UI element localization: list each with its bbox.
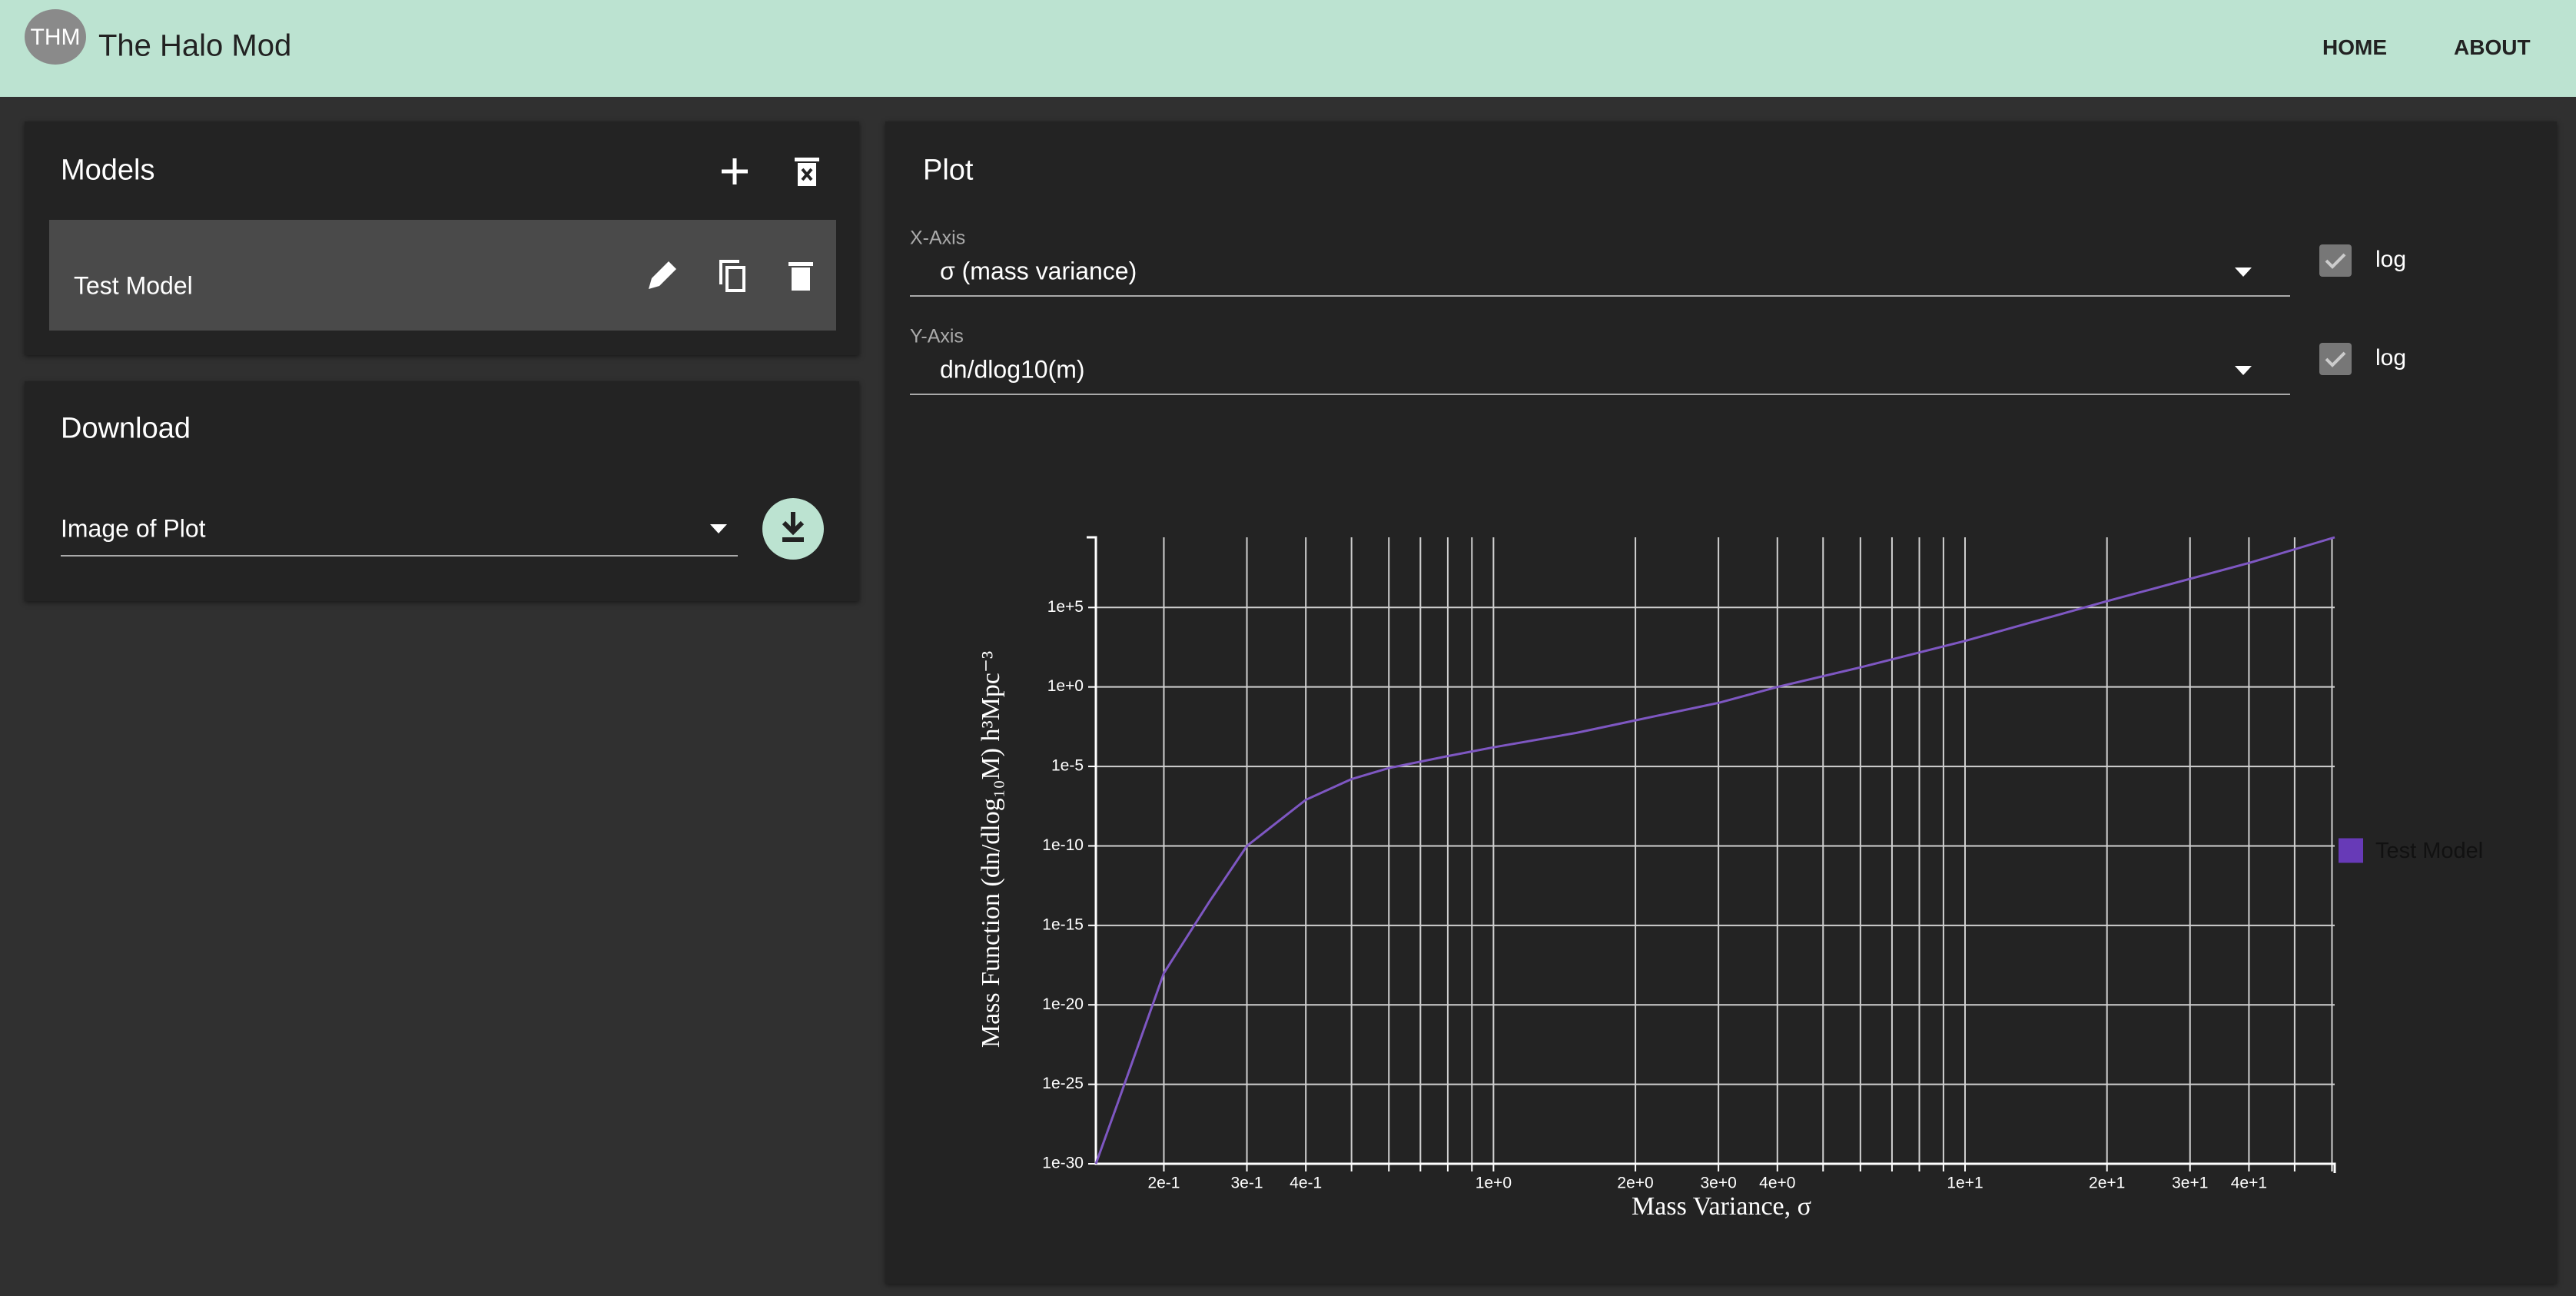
model-name: Test Model	[74, 271, 193, 300]
x-log-checkbox[interactable]	[2319, 244, 2352, 277]
y-tick-label: 1e-20	[1042, 995, 1084, 1013]
y-axis-label: Mass Function (dn/dlog₁₀M) h³Mpc⁻³	[977, 651, 1005, 1048]
y-tick-label: 1e-25	[1042, 1075, 1084, 1092]
x-tick-label: 2e+0	[1617, 1175, 1653, 1192]
x-tick-label: 1e+1	[1947, 1175, 1983, 1192]
logo-text: THM	[31, 25, 81, 50]
y-tick-label: 1e-15	[1042, 916, 1084, 933]
x-tick-label: 2e+1	[2089, 1175, 2125, 1192]
x-tick-label: 3e+0	[1700, 1175, 1736, 1192]
x-tick-label: 2e-1	[1147, 1175, 1180, 1192]
app-bar: THM The Halo Mod HOME ABOUT	[0, 0, 2576, 97]
y-tick-label: 1e-30	[1042, 1155, 1084, 1172]
logo: THM	[25, 9, 86, 65]
y-tick-label: 1e-5	[1051, 757, 1084, 775]
y-axis-select[interactable]: dn/dlog10(m)	[940, 355, 1085, 384]
edit-icon[interactable]	[649, 261, 676, 289]
x-axis-select[interactable]: σ (mass variance)	[940, 257, 1137, 285]
legend-label: Test Model	[2375, 839, 2483, 863]
y-tick-label: 1e-10	[1042, 836, 1084, 854]
y-log-checkbox[interactable]	[2319, 343, 2352, 375]
add-icon[interactable]	[722, 158, 748, 184]
item-actions	[649, 260, 813, 292]
delete-icon[interactable]	[788, 262, 813, 291]
log-label: log	[2375, 247, 2407, 272]
select-arrow	[710, 524, 727, 533]
clear-icon[interactable]	[795, 158, 819, 186]
nav-home[interactable]: HOME	[2322, 35, 2387, 59]
x-tick-label: 4e+1	[2231, 1175, 2267, 1192]
download-select[interactable]: Image of Plot	[61, 514, 206, 543]
model-actions	[722, 158, 819, 186]
axis-line	[1087, 536, 2336, 1173]
legend-swatch	[2339, 838, 2363, 863]
y-tick-label: 1e+0	[1047, 677, 1084, 695]
log-label: log	[2375, 345, 2407, 371]
data-line	[1094, 536, 2335, 1165]
x-tick-label: 4e-1	[1290, 1175, 1322, 1192]
field-label: Y-Axis	[910, 325, 964, 347]
app-title: The Halo Mod	[98, 28, 292, 63]
model-item[interactable]: Test Model	[49, 220, 836, 331]
select-underline	[910, 394, 2290, 395]
models-card: Models Test Model	[25, 121, 859, 355]
card-title: Models	[61, 154, 155, 187]
card-title: Plot	[923, 154, 974, 187]
select-arrow	[2235, 366, 2252, 375]
nav-about[interactable]: ABOUT	[2454, 35, 2531, 59]
x-tick-label: 4e+0	[1759, 1175, 1795, 1192]
card-title: Download	[61, 412, 191, 445]
download-button[interactable]	[761, 497, 825, 561]
x-axis-label: Mass Variance, σ	[1632, 1192, 1811, 1221]
x-tick-label: 1e+0	[1476, 1175, 1512, 1192]
x-tick-label: 3e-1	[1231, 1175, 1263, 1192]
field-label: X-Axis	[910, 227, 966, 249]
x-tick-label: 3e+1	[2172, 1175, 2208, 1192]
download-card: Download Image of Plot	[25, 381, 859, 601]
copy-icon[interactable]	[719, 260, 745, 292]
select-underline	[61, 555, 738, 557]
select-arrow	[2235, 268, 2252, 277]
select-underline	[910, 295, 2290, 297]
y-tick-label: 1e+5	[1047, 598, 1084, 616]
